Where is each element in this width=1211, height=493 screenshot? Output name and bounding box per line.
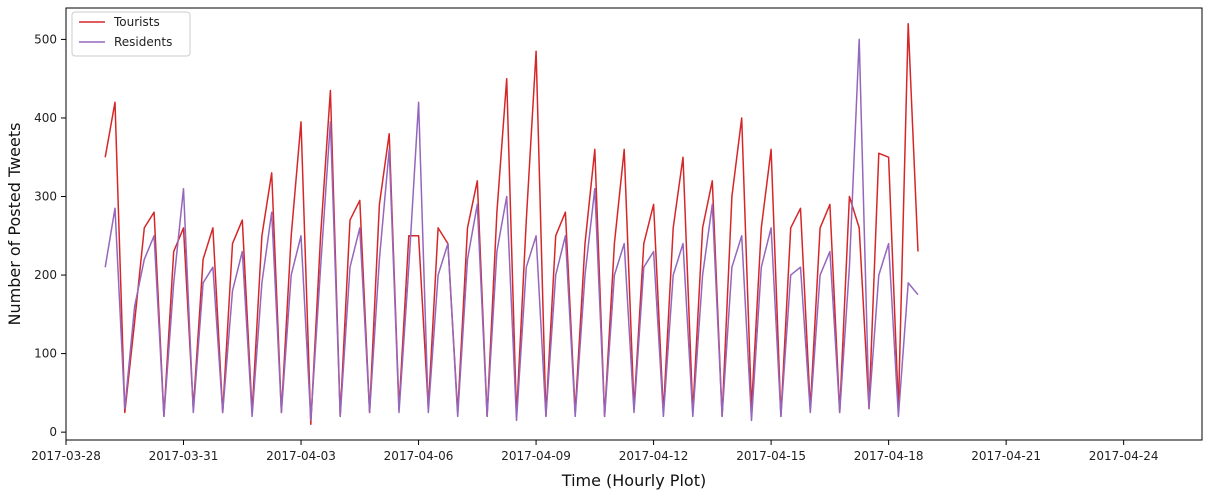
legend-label-residents: Residents (114, 35, 172, 49)
y-tick-label: 0 (49, 425, 57, 439)
y-tick-label: 200 (34, 268, 57, 282)
y-tick-label: 500 (34, 32, 57, 46)
x-tick-label: 2017-04-03 (266, 449, 336, 463)
x-tick-label: 2017-04-24 (1089, 449, 1159, 463)
x-tick-label: 2017-04-15 (736, 449, 806, 463)
x-tick-label: 2017-03-31 (149, 449, 219, 463)
series-layer (104, 22, 919, 426)
y-axis-title: Number of Posted Tweets (5, 123, 24, 326)
x-tick-label: 2017-03-28 (31, 449, 101, 463)
x-tick-label: 2017-04-06 (384, 449, 454, 463)
y-tick-label: 400 (34, 111, 57, 125)
plot-area (65, 7, 1203, 441)
x-tick-label: 2017-04-21 (971, 449, 1041, 463)
y-tick-label: 300 (34, 190, 57, 204)
x-axis-title: Time (Hourly Plot) (561, 471, 706, 490)
legend: Tourists Residents (71, 11, 191, 57)
legend-box (71, 11, 191, 57)
y-tick-label: 100 (34, 347, 57, 361)
x-tick-label: 2017-04-09 (501, 449, 571, 463)
x-axis-ticks: 2017-03-28 2017-03-31 2017-04-03 2017-04-06… (31, 440, 1159, 463)
series-line-residents (104, 38, 919, 422)
legend-label-tourists: Tourists (113, 15, 160, 29)
x-tick-label: 2017-04-12 (619, 449, 689, 463)
x-tick-label: 2017-04-18 (854, 449, 924, 463)
y-axis-ticks: 0 100 200 300 400 500 (34, 32, 66, 439)
